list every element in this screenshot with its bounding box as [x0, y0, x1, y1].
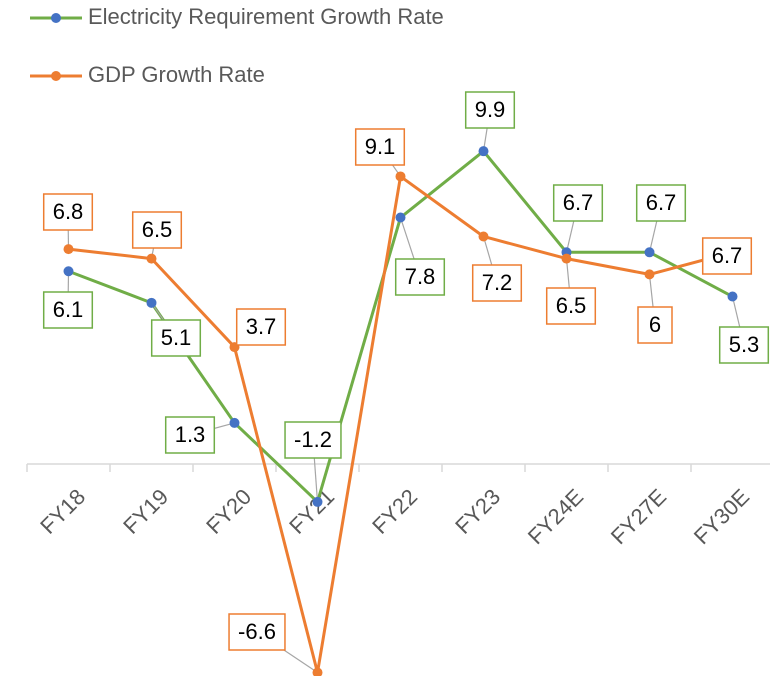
- data-label: -6.6: [228, 613, 286, 651]
- data-point: [478, 231, 489, 242]
- data-label-box: [131, 211, 183, 249]
- data-label-box: [42, 291, 94, 329]
- data-point: [312, 496, 323, 507]
- data-label: 6.5: [131, 211, 183, 249]
- x-tick-label: FY19: [118, 484, 173, 539]
- data-label-box: [545, 287, 597, 325]
- data-label-box: [394, 258, 446, 296]
- data-label-text: 6.1: [53, 297, 84, 322]
- legend-label: Electricity Requirement Growth Rate: [88, 4, 444, 29]
- data-label: 6.7: [552, 184, 604, 222]
- legend-label: GDP Growth Rate: [88, 62, 265, 87]
- data-label-text: 3.7: [246, 314, 277, 339]
- data-label-text: 6.7: [563, 190, 594, 215]
- data-label-text: 7.2: [482, 270, 513, 295]
- data-label: 6.8: [42, 193, 94, 231]
- data-point: [146, 297, 157, 308]
- data-point: [727, 291, 738, 302]
- data-label-box: [718, 326, 770, 364]
- data-label-box: [284, 421, 342, 459]
- data-label-text: 1.3: [175, 422, 206, 447]
- data-label: -1.2: [284, 421, 342, 459]
- data-point: [644, 247, 655, 258]
- data-label-box: [552, 184, 604, 222]
- x-tick-label: FY21: [284, 484, 339, 539]
- data-label-text: 7.8: [405, 264, 436, 289]
- data-label-text: 6.8: [53, 199, 84, 224]
- data-label: 9.9: [464, 91, 516, 129]
- data-label-box: [701, 237, 753, 275]
- data-point: [644, 269, 655, 280]
- data-label: 3.7: [235, 308, 287, 346]
- data-label-text: -6.6: [238, 619, 276, 644]
- x-tick-label: FY20: [201, 484, 256, 539]
- data-point: [229, 417, 240, 428]
- data-label: 6.5: [545, 287, 597, 325]
- data-point: [395, 212, 406, 223]
- data-point: [478, 146, 489, 157]
- data-label-box: [354, 128, 406, 166]
- data-label: 6.7: [701, 237, 753, 275]
- data-label: 6.7: [635, 184, 687, 222]
- data-point: [146, 253, 157, 264]
- data-label-box: [228, 613, 286, 651]
- data-label-text: 5.1: [161, 325, 192, 350]
- data-label: 5.3: [718, 326, 770, 364]
- data-point: [63, 266, 74, 277]
- data-point: [63, 244, 74, 255]
- data-label: 5.1: [150, 319, 202, 357]
- data-label-box: [235, 308, 287, 346]
- data-label-text: 9.1: [365, 134, 396, 159]
- data-label-text: 6.7: [646, 190, 677, 215]
- data-label: 7.8: [394, 258, 446, 296]
- data-label: 1.3: [164, 416, 216, 454]
- x-tick-label: FY22: [367, 484, 422, 539]
- data-point: [561, 253, 572, 264]
- data-label-box: [164, 416, 216, 454]
- data-label-box: [637, 306, 673, 344]
- data-label-text: 5.3: [729, 332, 760, 357]
- data-label: 6: [637, 306, 673, 344]
- data-label: 9.1: [354, 128, 406, 166]
- x-tick-label: FY30E: [689, 484, 754, 549]
- x-tick-label: FY27E: [606, 484, 671, 549]
- data-label-box: [635, 184, 687, 222]
- data-label-text: 6.5: [142, 217, 173, 242]
- data-label: 6.1: [42, 291, 94, 329]
- data-label-box: [150, 319, 202, 357]
- data-label-box: [464, 91, 516, 129]
- x-tick-label: FY18: [35, 484, 90, 539]
- data-label-box: [471, 264, 523, 302]
- data-point: [312, 667, 323, 676]
- data-label-text: 6: [649, 312, 661, 337]
- legend-marker: [51, 13, 61, 23]
- data-label-box: [42, 193, 94, 231]
- x-tick-label: FY23: [450, 484, 505, 539]
- data-label-text: 9.9: [475, 97, 506, 122]
- data-point: [395, 171, 406, 182]
- data-label: 7.2: [471, 264, 523, 302]
- legend-marker: [51, 71, 61, 81]
- data-label-text: 6.7: [712, 243, 743, 268]
- data-label-text: -1.2: [294, 427, 332, 452]
- x-tick-label: FY24E: [523, 484, 588, 549]
- data-label-text: 6.5: [556, 293, 587, 318]
